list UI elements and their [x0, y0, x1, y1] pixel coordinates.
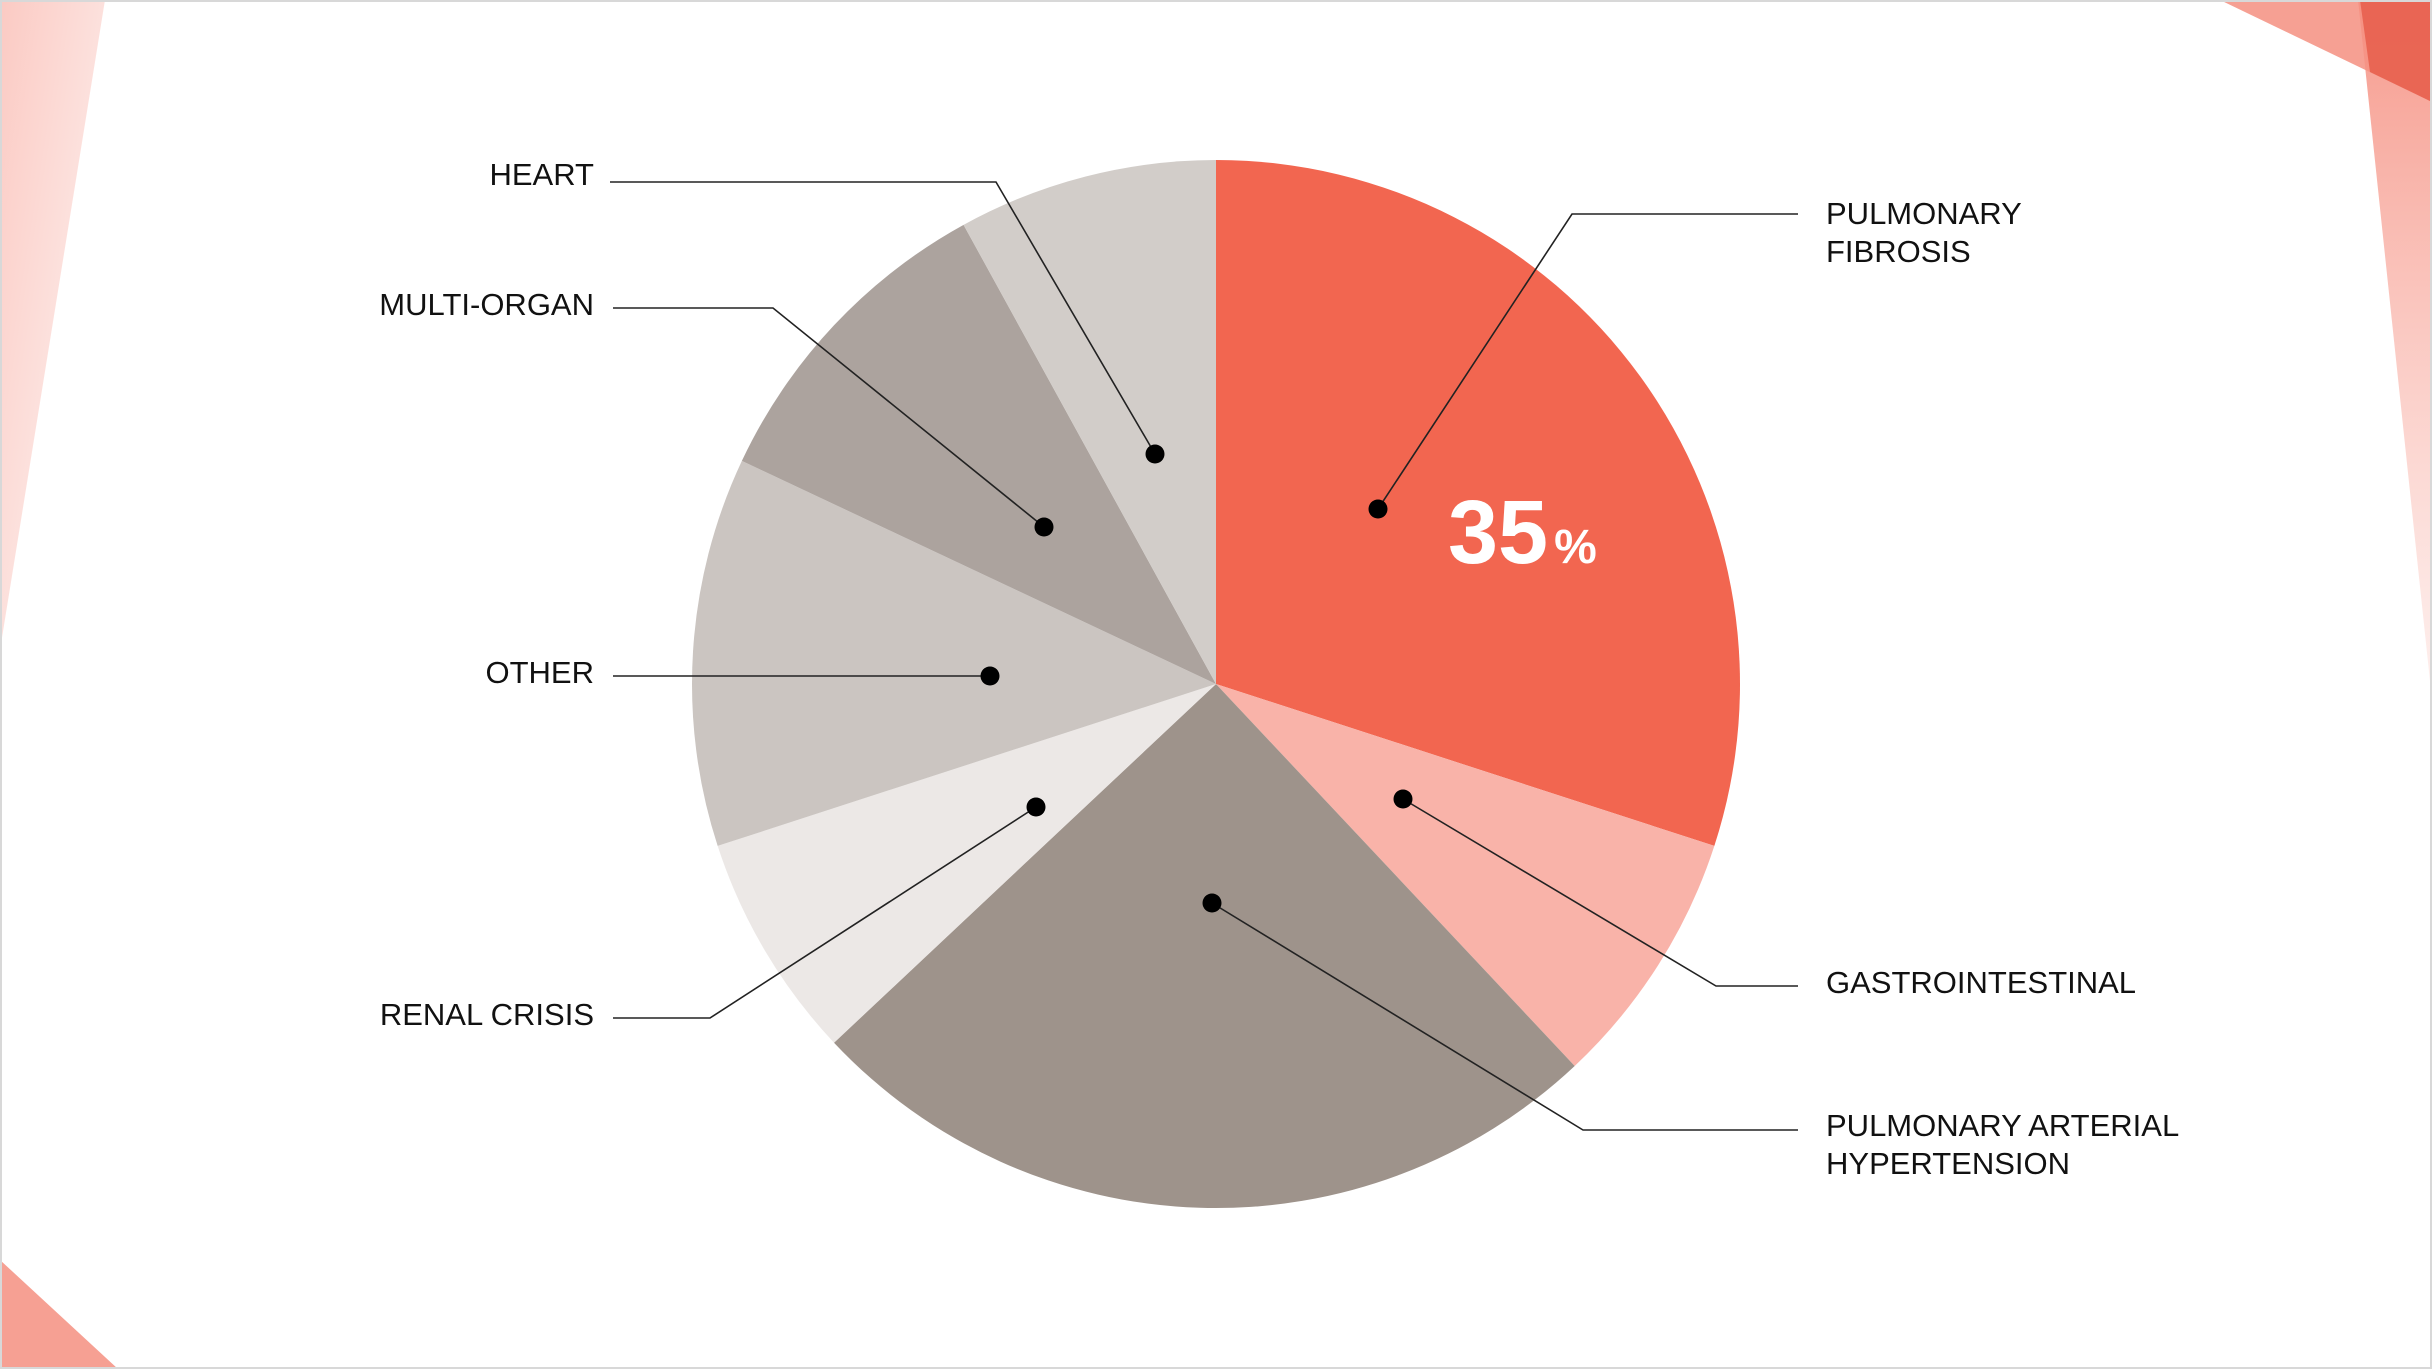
leader-dot-multi-organ	[1034, 517, 1054, 537]
decor-bottom-left-shape	[0, 1260, 118, 1369]
leader-line-gastrointestinal	[1402, 798, 1798, 987]
decor-right-shape	[2358, 0, 2432, 700]
decor-top-right-corner	[2360, 0, 2432, 102]
slice-label-line: MULTI-ORGAN	[379, 287, 594, 322]
slice-label-gastrointestinal: GASTROINTESTINAL	[1826, 965, 2136, 1000]
pie-slice-heart	[963, 160, 1216, 684]
leader-dot-gastrointestinal	[1393, 789, 1413, 809]
slice-label-line: PULMONARY	[1826, 196, 2022, 231]
leader-dot-renal-crisis	[1026, 797, 1046, 817]
leader-line-heart	[610, 181, 1156, 455]
pie-slice-multi-organ	[741, 224, 1216, 684]
slice-label-pulmonary-arterial-hypertension: PULMONARY ARTERIAL HYPERTENSION	[1826, 1108, 2179, 1181]
pie-slice-pulmonary-fibrosis	[1216, 160, 1740, 846]
slice-label-pulmonary-fibrosis: PULMONARY FIBROSIS	[1826, 196, 2022, 269]
slice-label-line: GASTROINTESTINAL	[1826, 965, 2136, 1000]
leader-line-pulmonary-fibrosis	[1377, 213, 1798, 510]
slice-label-multi-organ: MULTI-ORGAN	[379, 287, 594, 322]
slice-label-other: OTHER	[486, 655, 595, 690]
highlight-percentage: 35%	[1448, 483, 1597, 583]
leader-dot-pulmonary-arterial-hypertension	[1202, 893, 1222, 913]
highlight-unit: %	[1554, 521, 1597, 574]
pie-slice-renal-crisis	[717, 684, 1216, 1043]
slice-label-line: HYPERTENSION	[1826, 1146, 2070, 1181]
leader-dot-other	[980, 666, 1000, 686]
slice-label-line: RENAL CRISIS	[380, 997, 594, 1032]
leader-dot-pulmonary-fibrosis	[1368, 499, 1388, 519]
leader-line-renal-crisis	[613, 806, 1037, 1019]
highlight-value: 35	[1448, 483, 1548, 583]
slice-label-heart: HEART	[489, 157, 594, 192]
leader-lines	[610, 181, 1798, 1131]
slice-label-line: FIBROSIS	[1826, 234, 1971, 269]
pie-slice-other	[692, 460, 1216, 846]
pie-labels: PULMONARY FIBROSIS GASTROINTESTINAL PULMONA…	[379, 157, 2179, 1181]
leader-dot-heart	[1145, 444, 1165, 464]
pie-chart	[692, 160, 1740, 1209]
leader-line-multi-organ	[613, 307, 1045, 528]
slice-label-line: HEART	[489, 157, 594, 192]
slice-label-line: OTHER	[486, 655, 595, 690]
pie-slice-pulmonary-arterial-hypertension	[834, 684, 1575, 1209]
pie-slice-gastrointestinal	[1216, 684, 1715, 1066]
slice-label-line: PULMONARY ARTERIAL	[1826, 1108, 2179, 1143]
leader-line-pulmonary-arterial-hypertension	[1211, 902, 1798, 1131]
decor-left-shape	[0, 0, 105, 650]
slice-label-renal-crisis: RENAL CRISIS	[380, 997, 594, 1032]
